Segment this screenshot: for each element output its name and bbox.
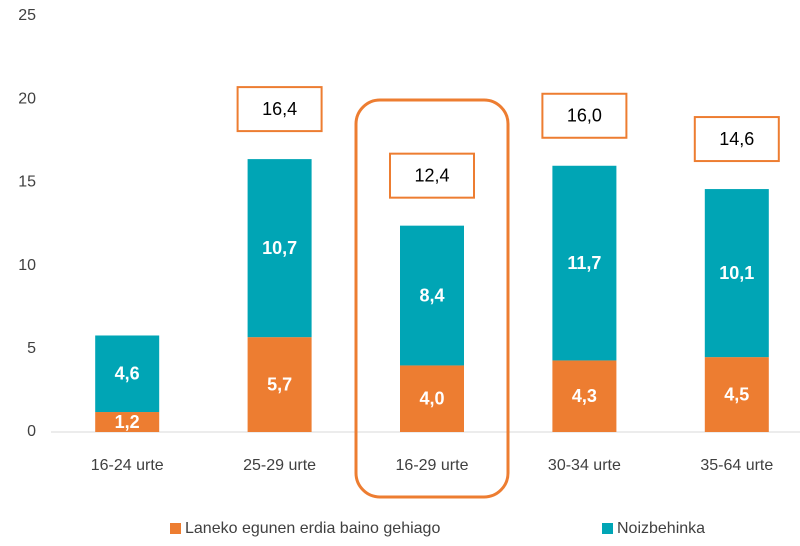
value-label: 10,1 <box>719 263 754 283</box>
x-tick-label: 25-29 urte <box>243 457 316 474</box>
bar-segment <box>95 335 160 413</box>
highlight-box <box>354 98 510 499</box>
total-label: 14,6 <box>719 129 754 149</box>
x-tick-label: 16-24 urte <box>91 457 164 474</box>
value-label: 4,3 <box>572 386 597 406</box>
value-label: 4,5 <box>724 384 749 404</box>
total-label: 12,4 <box>414 165 449 185</box>
y-tick-label: 0 <box>27 423 36 440</box>
bar-segment <box>400 365 464 432</box>
value-label: 1,2 <box>115 412 140 432</box>
total-box <box>693 116 780 163</box>
x-tick-label: 30-34 urte <box>548 457 621 474</box>
bar-segment <box>247 159 312 338</box>
total-box <box>389 152 475 199</box>
y-tick-label: 15 <box>18 174 36 191</box>
total-label: 16,0 <box>567 106 602 126</box>
bar-segment <box>552 360 617 432</box>
bar-segment <box>704 189 769 358</box>
legend-swatch <box>602 523 613 534</box>
total-box <box>236 86 323 133</box>
y-tick-label: 25 <box>18 7 36 24</box>
total-box <box>541 92 628 139</box>
bar-segment <box>552 165 617 361</box>
total-label: 16,4 <box>262 99 297 119</box>
y-tick-label: 10 <box>18 257 36 274</box>
y-tick-label: 20 <box>18 90 36 107</box>
value-label: 4,6 <box>115 364 140 384</box>
bar-segment <box>704 357 769 432</box>
legend-label: Laneko egunen erdia baino gehiago <box>185 520 440 537</box>
bar-segment <box>95 412 160 432</box>
legend-label: Noizbehinka <box>617 520 705 537</box>
legend-swatch <box>170 523 181 534</box>
x-tick-label: 16-29 urte <box>396 457 469 474</box>
y-tick-label: 5 <box>27 340 36 357</box>
value-label: 5,7 <box>267 374 292 394</box>
value-label: 10,7 <box>262 238 297 258</box>
bar-segment <box>247 337 312 432</box>
value-label: 4,0 <box>419 388 444 408</box>
x-tick-label: 35-64 urte <box>700 457 773 474</box>
value-label: 8,4 <box>419 285 444 305</box>
bar-segment <box>400 225 464 366</box>
value-label: 11,7 <box>567 253 601 273</box>
